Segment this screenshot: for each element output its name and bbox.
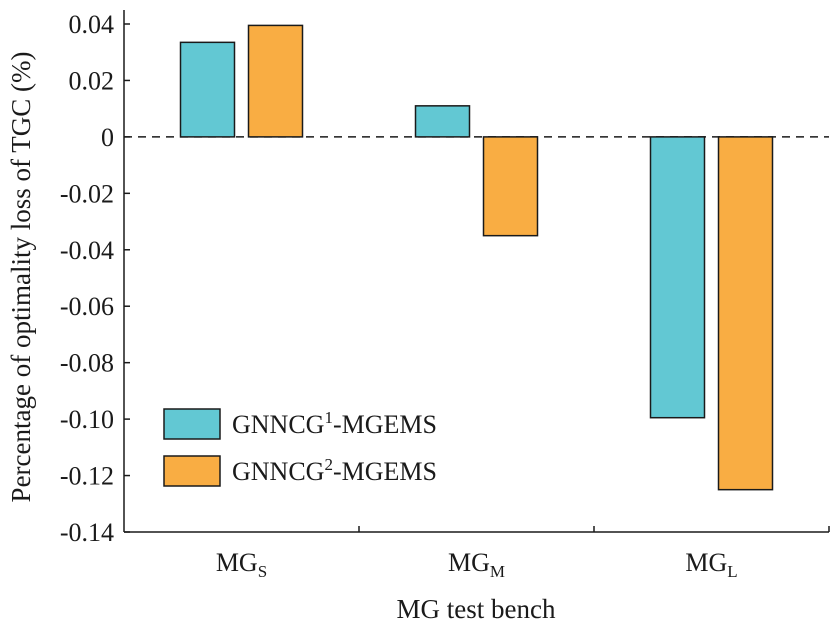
legend-label-series1: GNNCG1-MGEMS [232, 408, 437, 439]
legend: GNNCG1-MGEMS GNNCG2-MGEMS [163, 408, 437, 487]
bar-series1-M [414, 105, 471, 138]
y-tick-label: -0.04 [60, 236, 114, 265]
y-tick-label: 0 [101, 123, 114, 152]
y-axis-title: Percentage of optimality loss of TGC (%) [6, 52, 36, 503]
bar-series2-L [717, 136, 774, 491]
axes [123, 10, 829, 533]
y-tick-label: -0.02 [60, 179, 114, 208]
x-ticks: MGS MGM MGL [216, 526, 830, 581]
y-ticks: 0.04 0.02 0 -0.02 -0.04 -0.06 -0.08 -0.10 -0.12 -… [60, 10, 130, 547]
bar-series1-S [179, 41, 236, 138]
y-tick-label: -0.10 [60, 405, 114, 434]
x-category-label: MGS [216, 548, 267, 581]
bar-series2-S [247, 24, 304, 138]
plot-area [124, 24, 829, 491]
legend-label-series2: GNNCG2-MGEMS [232, 455, 437, 486]
x-category-label: MGL [685, 548, 737, 581]
y-tick-label: -0.14 [60, 518, 114, 547]
x-axis-title: MG test bench [397, 594, 556, 624]
y-tick-label: -0.12 [60, 462, 114, 491]
y-tick-label: -0.08 [60, 349, 114, 378]
bar-series2-M [482, 136, 539, 237]
legend-swatch-series2 [163, 455, 221, 487]
x-category-label: MGM [448, 548, 505, 581]
y-tick-label: -0.06 [60, 292, 114, 321]
y-tick-label: 0.04 [69, 10, 115, 39]
y-tick-label: 0.02 [69, 66, 115, 95]
legend-swatch-series1 [163, 408, 221, 440]
bar-series1-L [649, 136, 706, 419]
